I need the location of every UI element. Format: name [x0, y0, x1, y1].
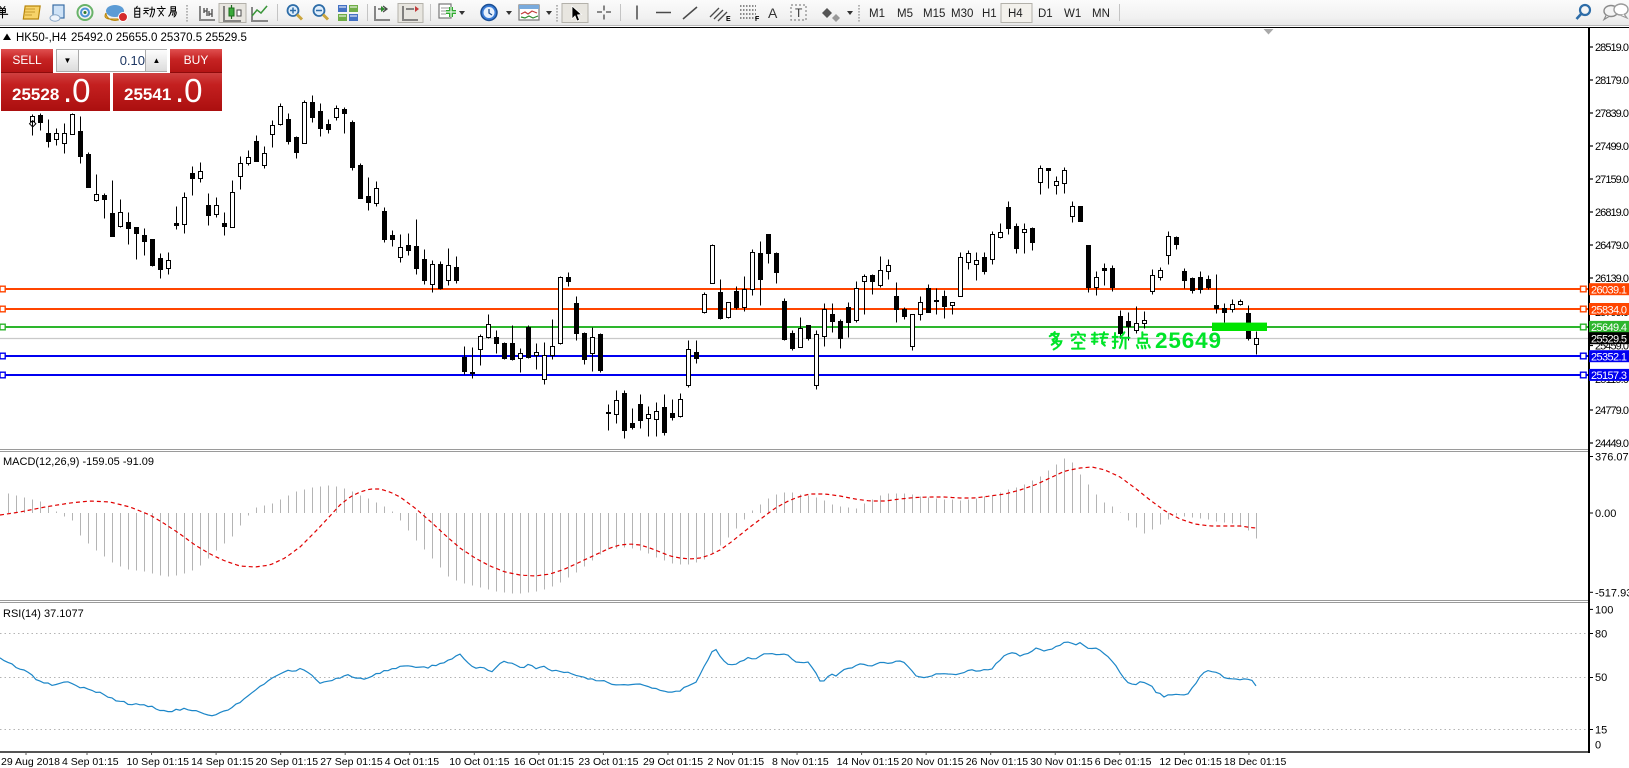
svg-text:6 Dec 01:15: 6 Dec 01:15	[1095, 756, 1152, 768]
svg-text:16 Oct 01:15: 16 Oct 01:15	[514, 756, 574, 768]
svg-text:27159.0: 27159.0	[1595, 174, 1629, 186]
svg-text:29 Aug 2018: 29 Aug 2018	[1, 756, 60, 768]
svg-text:29 Oct 01:15: 29 Oct 01:15	[643, 756, 703, 768]
svg-text:M30: M30	[951, 8, 973, 20]
svg-text:100: 100	[1595, 604, 1613, 616]
svg-text:RSI(14) 37.1077: RSI(14) 37.1077	[3, 608, 84, 620]
svg-text:27499.0: 27499.0	[1595, 141, 1629, 153]
svg-text:-517.93: -517.93	[1595, 587, 1629, 599]
svg-text:80: 80	[1595, 629, 1607, 641]
svg-text:F: F	[755, 16, 760, 23]
svg-text:25649.4: 25649.4	[1591, 322, 1627, 334]
svg-text:24779.0: 24779.0	[1595, 405, 1629, 417]
svg-text:15: 15	[1595, 725, 1607, 737]
svg-text:27839.0: 27839.0	[1595, 108, 1629, 120]
svg-text:25529.5: 25529.5	[1591, 334, 1627, 346]
svg-text:20 Nov 01:15: 20 Nov 01:15	[901, 756, 964, 768]
svg-text:18 Dec 01:15: 18 Dec 01:15	[1224, 756, 1287, 768]
svg-text:M5: M5	[897, 8, 913, 20]
svg-text:MACD(12,26,9) -159.05 -91.09: MACD(12,26,9) -159.05 -91.09	[3, 456, 154, 468]
svg-text:10 Oct 01:15: 10 Oct 01:15	[449, 756, 509, 768]
svg-text:25492.0 25655.0 25370.5 25529.: 25492.0 25655.0 25370.5 25529.5	[71, 32, 247, 44]
svg-text:26819.0: 26819.0	[1595, 207, 1629, 219]
svg-text:27 Sep 01:15: 27 Sep 01:15	[320, 756, 383, 768]
svg-text:28179.0: 28179.0	[1595, 75, 1629, 87]
svg-text:24449.0: 24449.0	[1595, 438, 1629, 450]
svg-text:E: E	[726, 16, 731, 23]
svg-text:25352.1: 25352.1	[1591, 352, 1627, 364]
svg-text:10 Sep 01:15: 10 Sep 01:15	[127, 756, 190, 768]
svg-text:30 Nov 01:15: 30 Nov 01:15	[1030, 756, 1093, 768]
svg-text:26039.1: 26039.1	[1591, 285, 1627, 297]
svg-text:HK50-,H4: HK50-,H4	[16, 32, 67, 44]
svg-text:25157.3: 25157.3	[1591, 370, 1627, 382]
svg-text:D1: D1	[1038, 8, 1053, 20]
svg-text:A: A	[768, 5, 778, 21]
svg-text:50: 50	[1595, 672, 1607, 684]
svg-text:376.07: 376.07	[1595, 452, 1629, 464]
svg-text:12 Dec 01:15: 12 Dec 01:15	[1159, 756, 1222, 768]
svg-text:25649: 25649	[1155, 328, 1221, 353]
svg-text:2 Nov 01:15: 2 Nov 01:15	[708, 756, 765, 768]
svg-text:0.00: 0.00	[1595, 508, 1616, 520]
svg-text:H1: H1	[982, 8, 997, 20]
svg-text:28519.0: 28519.0	[1595, 42, 1629, 54]
svg-text:4 Sep 01:15: 4 Sep 01:15	[62, 756, 119, 768]
svg-text:MN: MN	[1092, 8, 1110, 20]
svg-text:26479.0: 26479.0	[1595, 240, 1629, 252]
svg-text:M15: M15	[923, 8, 945, 20]
svg-text:M1: M1	[869, 8, 885, 20]
svg-text:0: 0	[1595, 739, 1601, 751]
svg-text:26 Nov 01:15: 26 Nov 01:15	[966, 756, 1029, 768]
svg-text:W1: W1	[1064, 8, 1081, 20]
svg-text:4 Oct 01:15: 4 Oct 01:15	[385, 756, 439, 768]
svg-text:26139.0: 26139.0	[1595, 273, 1629, 285]
svg-text:14 Sep 01:15: 14 Sep 01:15	[191, 756, 254, 768]
svg-text:25834.0: 25834.0	[1591, 304, 1627, 316]
svg-text:20 Sep 01:15: 20 Sep 01:15	[256, 756, 319, 768]
svg-text:14 Nov 01:15: 14 Nov 01:15	[837, 756, 900, 768]
svg-text:23 Oct 01:15: 23 Oct 01:15	[578, 756, 638, 768]
svg-text:H4: H4	[1008, 8, 1023, 20]
svg-text:T: T	[795, 6, 803, 20]
svg-text:8 Nov 01:15: 8 Nov 01:15	[772, 756, 829, 768]
